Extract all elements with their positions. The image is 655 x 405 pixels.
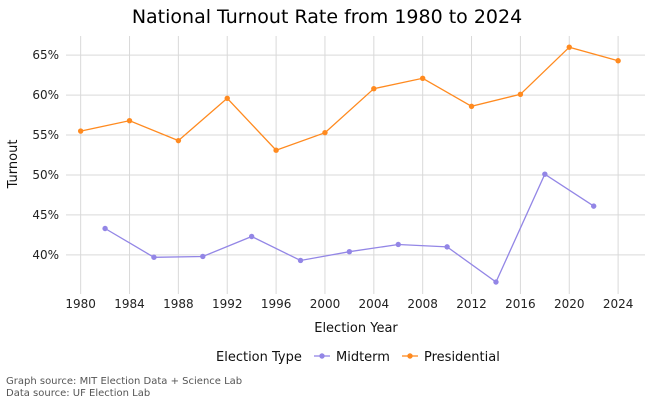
data-point-midterm [200, 253, 206, 260]
graph-source: Graph source: MIT Election Data + Scienc… [6, 376, 243, 387]
data-source: Data source: UF Election Lab [6, 388, 151, 399]
data-point-presidential [322, 129, 328, 136]
y-tick-label: 50% [32, 168, 59, 182]
data-point-midterm [542, 171, 548, 177]
legend-marker-midterm [319, 353, 325, 359]
data-point-midterm [444, 244, 450, 250]
data-point-presidential [126, 117, 133, 124]
data-point-presidential [273, 147, 279, 153]
y-axis-ticks: 40% 45% 50% 55% 60% 65% [32, 48, 59, 262]
x-tick-label: 1992 [212, 297, 243, 311]
x-tick-label: 2004 [359, 297, 390, 311]
grid [66, 36, 645, 294]
y-axis-title: Turnout [6, 140, 21, 190]
series-line-presidential [80, 46, 619, 151]
legend-title: Election Type [216, 350, 302, 365]
data-point-presidential [224, 95, 230, 102]
x-axis-ticks: 1980 1984 1988 1992 1996 2000 2004 2008 2012 2016… [65, 297, 633, 311]
data-point-presidential [175, 137, 182, 144]
data-point-presidential [77, 128, 84, 134]
legend: Election Type Midterm Presidential [216, 350, 500, 365]
data-point-midterm [346, 248, 353, 255]
x-tick-label: 2024 [603, 297, 634, 311]
x-tick-label: 2012 [456, 297, 487, 311]
y-tick-label: 45% [32, 208, 59, 222]
legend-label-midterm: Midterm [336, 350, 390, 365]
legend-label-presidential: Presidential [424, 350, 500, 365]
x-tick-label: 2000 [310, 297, 341, 311]
x-tick-label: 1996 [261, 297, 292, 311]
x-tick-label: 1988 [163, 297, 194, 311]
data-point-midterm [297, 257, 304, 264]
data-point-presidential [468, 103, 475, 109]
x-tick-label: 1984 [114, 297, 145, 311]
data-point-midterm [102, 225, 108, 232]
y-tick-label: 65% [32, 48, 59, 62]
y-tick-label: 60% [32, 88, 59, 102]
data-point-midterm [151, 254, 157, 260]
x-tick-label: 2016 [505, 297, 536, 311]
x-axis-title: Election Year [314, 321, 398, 336]
data-point-presidential [371, 86, 377, 92]
x-tick-label: 2008 [407, 297, 438, 311]
series-layer [77, 44, 621, 285]
data-point-presidential [615, 58, 621, 64]
x-tick-label: 1980 [65, 297, 96, 311]
data-point-presidential [517, 91, 524, 98]
legend-marker-presidential [407, 353, 413, 359]
y-tick-label: 40% [32, 248, 59, 262]
data-point-midterm [590, 203, 597, 209]
y-tick-label: 55% [32, 128, 59, 142]
data-point-midterm [395, 241, 401, 248]
data-point-midterm [248, 233, 255, 240]
data-point-presidential [419, 75, 426, 82]
data-point-midterm [493, 279, 499, 285]
x-tick-label: 2020 [554, 297, 585, 311]
chart-title: National Turnout Rate from 1980 to 2024 [132, 6, 522, 28]
data-point-presidential [566, 44, 572, 50]
